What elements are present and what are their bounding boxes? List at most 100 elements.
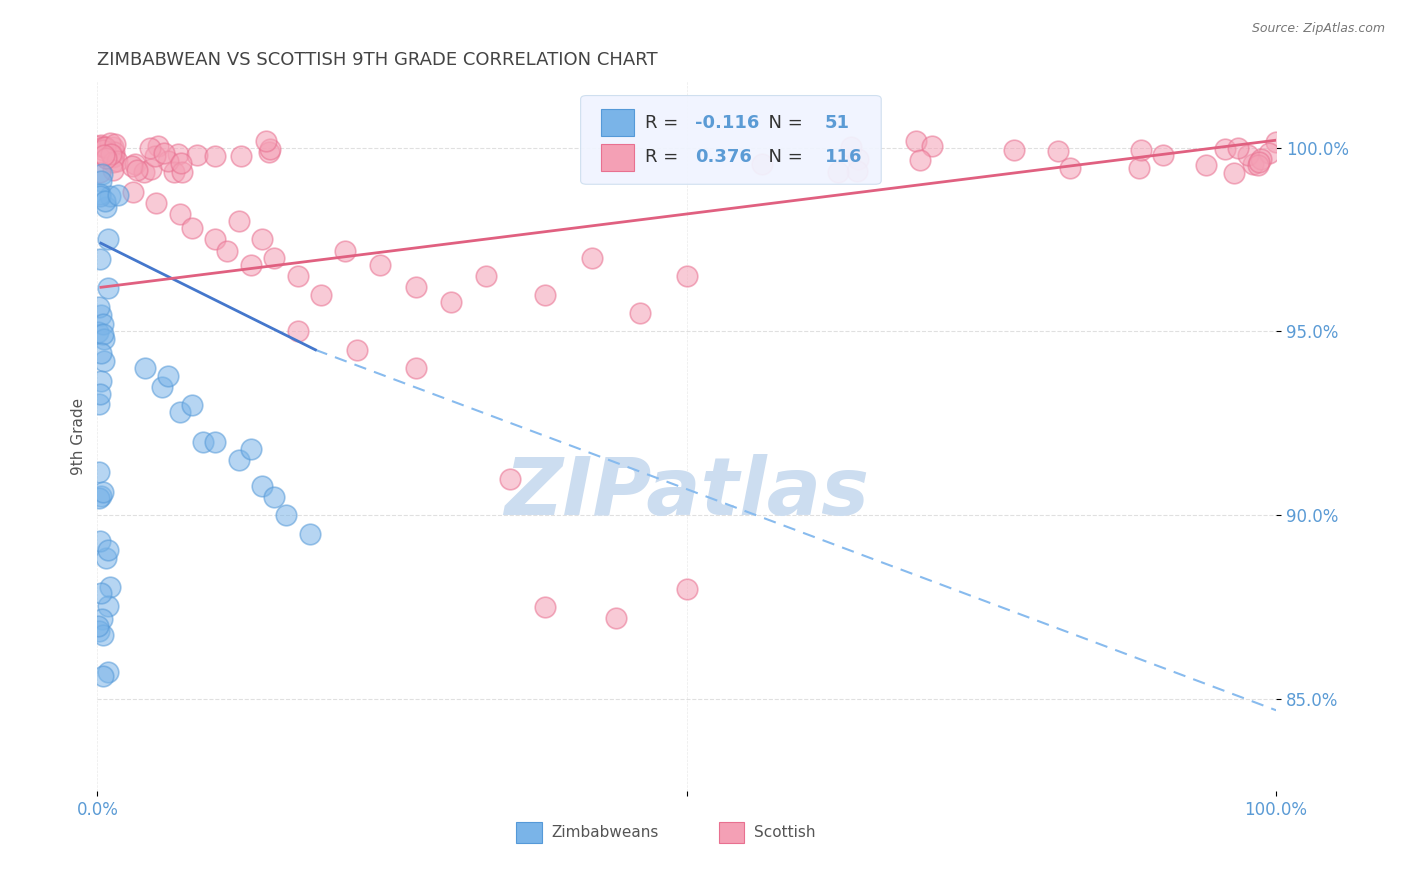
- Point: [170, 155, 193, 169]
- Point: [91, 669, 114, 683]
- Point: [1236, 148, 1258, 162]
- Point: [440, 295, 463, 310]
- Point: [1152, 148, 1174, 162]
- FancyBboxPatch shape: [581, 95, 882, 185]
- Point: [93, 628, 115, 642]
- Point: [675, 582, 697, 596]
- Point: [101, 155, 124, 169]
- Point: [91, 143, 114, 157]
- Point: [87, 619, 110, 633]
- Point: [90, 490, 112, 504]
- Point: [104, 136, 127, 151]
- Text: R =: R =: [645, 113, 685, 131]
- Point: [1130, 143, 1153, 157]
- Point: [101, 150, 124, 164]
- Point: [100, 147, 122, 161]
- Point: [921, 138, 943, 153]
- Point: [94, 140, 117, 154]
- Point: [91, 168, 114, 182]
- Point: [169, 405, 191, 419]
- Text: R =: R =: [645, 148, 685, 166]
- Point: [1247, 158, 1270, 172]
- Point: [98, 136, 121, 150]
- Point: [904, 135, 927, 149]
- FancyBboxPatch shape: [718, 822, 745, 843]
- Point: [97, 281, 120, 295]
- Point: [89, 300, 111, 314]
- Point: [1059, 161, 1081, 175]
- Point: [98, 580, 121, 594]
- Text: 51: 51: [825, 113, 849, 131]
- Point: [287, 269, 309, 284]
- FancyBboxPatch shape: [600, 144, 634, 170]
- Point: [169, 207, 191, 221]
- Point: [628, 306, 651, 320]
- Point: [215, 244, 238, 258]
- Point: [156, 154, 179, 169]
- Point: [167, 146, 190, 161]
- Point: [186, 148, 208, 162]
- Point: [89, 491, 111, 505]
- Point: [150, 379, 173, 393]
- Point: [346, 343, 368, 357]
- FancyBboxPatch shape: [600, 109, 634, 136]
- Point: [145, 195, 167, 210]
- Point: [86, 139, 108, 153]
- Point: [254, 134, 277, 148]
- Point: [1227, 141, 1250, 155]
- Point: [152, 145, 174, 160]
- Point: [107, 188, 129, 202]
- Point: [172, 164, 194, 178]
- Text: 0.376: 0.376: [695, 148, 752, 166]
- Point: [204, 232, 226, 246]
- Point: [1223, 166, 1246, 180]
- Point: [581, 251, 603, 265]
- Text: ZIPatlas: ZIPatlas: [505, 454, 869, 532]
- Point: [91, 613, 114, 627]
- Point: [605, 611, 627, 625]
- Point: [180, 398, 202, 412]
- Point: [96, 200, 118, 214]
- Point: [146, 139, 169, 153]
- Point: [162, 165, 184, 179]
- Point: [124, 157, 146, 171]
- Point: [90, 374, 112, 388]
- Point: [252, 232, 274, 246]
- Point: [1002, 143, 1025, 157]
- Point: [1241, 157, 1264, 171]
- Point: [103, 145, 125, 159]
- Text: Scottish: Scottish: [754, 825, 815, 840]
- Point: [91, 326, 114, 341]
- Point: [89, 187, 111, 202]
- Point: [1215, 142, 1237, 156]
- Point: [311, 287, 333, 301]
- Point: [1250, 153, 1272, 167]
- Point: [89, 252, 111, 267]
- Point: [1247, 154, 1270, 169]
- Point: [239, 258, 262, 272]
- Point: [93, 148, 115, 162]
- Point: [121, 185, 143, 199]
- Point: [228, 453, 250, 467]
- Point: [274, 508, 297, 523]
- Point: [90, 137, 112, 152]
- Point: [204, 149, 226, 163]
- Point: [89, 387, 111, 401]
- Text: 116: 116: [825, 148, 862, 166]
- Point: [91, 317, 114, 331]
- Point: [134, 361, 156, 376]
- Point: [97, 599, 120, 614]
- Point: [263, 490, 285, 504]
- Point: [229, 149, 252, 163]
- Point: [91, 140, 114, 154]
- Point: [132, 165, 155, 179]
- Point: [90, 308, 112, 322]
- Point: [228, 214, 250, 228]
- Point: [139, 162, 162, 177]
- Point: [98, 188, 121, 202]
- Point: [143, 149, 166, 163]
- Point: [1195, 158, 1218, 172]
- Point: [89, 624, 111, 638]
- Text: N =: N =: [758, 113, 808, 131]
- Point: [105, 153, 128, 168]
